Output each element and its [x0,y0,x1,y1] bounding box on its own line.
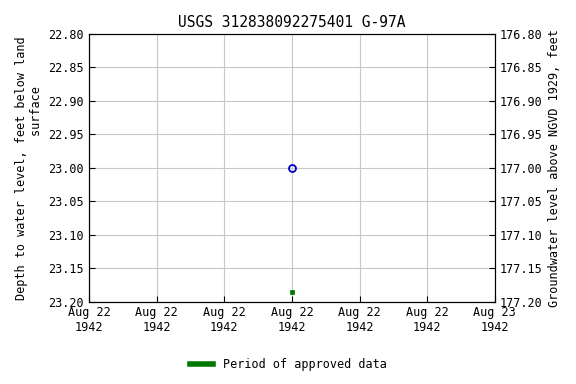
Legend: Period of approved data: Period of approved data [185,354,391,376]
Title: USGS 312838092275401 G-97A: USGS 312838092275401 G-97A [178,15,406,30]
Y-axis label: Depth to water level, feet below land
                surface: Depth to water level, feet below land su… [15,36,43,300]
Y-axis label: Groundwater level above NGVD 1929, feet: Groundwater level above NGVD 1929, feet [548,29,561,307]
